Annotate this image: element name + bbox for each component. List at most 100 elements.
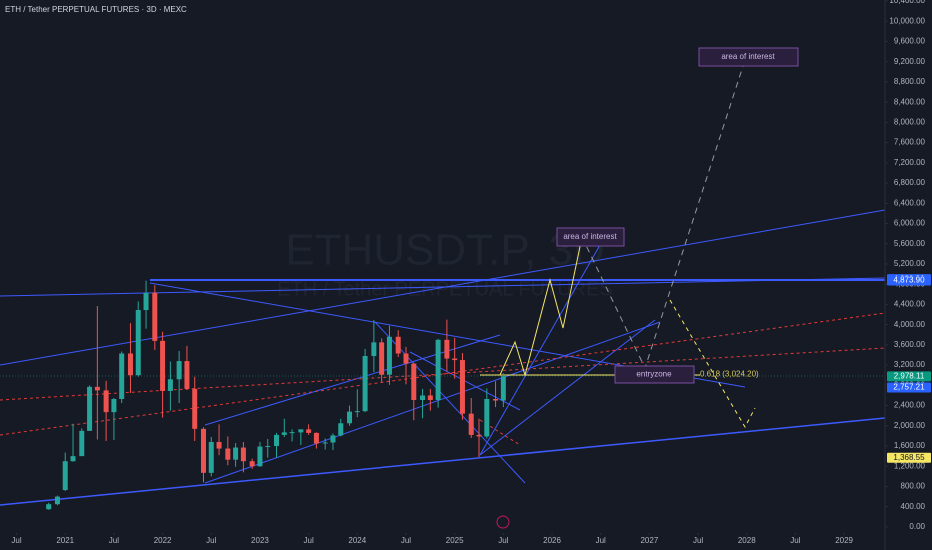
x-tick-label: 2029 — [835, 536, 853, 545]
x-tick-label: 2027 — [640, 536, 658, 545]
candle-body — [240, 447, 246, 462]
candle-body — [403, 353, 409, 364]
y-tick-label: 5,600.00 — [894, 239, 926, 248]
candle-body — [386, 336, 392, 375]
x-tick-label: 2024 — [348, 536, 366, 545]
annotation: area of interest — [721, 52, 775, 61]
price-label: 1,368.55 — [893, 453, 925, 462]
candle-body — [54, 496, 60, 505]
candle-body — [298, 429, 304, 433]
candle-body — [395, 336, 401, 354]
x-tick-label: Jul — [206, 536, 216, 545]
y-tick-label: 2,400.00 — [894, 401, 926, 410]
drawings — [0, 47, 886, 529]
y-tick-label: 9,200.00 — [894, 57, 926, 66]
price-label: 2,757.21 — [893, 383, 925, 392]
candle-body — [70, 456, 76, 462]
dashed-line — [0, 312, 886, 436]
candle-body — [444, 339, 450, 359]
y-tick-label: 10,000.00 — [889, 16, 925, 25]
y-tick-label: 6,000.00 — [894, 219, 926, 228]
price-label-box — [887, 371, 931, 382]
projection-path — [499, 236, 583, 377]
candle-body — [103, 390, 109, 413]
x-tick-label: 2021 — [56, 536, 74, 545]
y-tick-label: 3,600.00 — [894, 340, 926, 349]
candle-body — [362, 356, 368, 412]
y-tick-label: 8,800.00 — [894, 77, 926, 86]
candle-body — [216, 441, 222, 449]
candle-body — [249, 461, 255, 467]
candle-body — [265, 446, 271, 448]
y-tick-label: 800.00 — [901, 482, 926, 491]
y-tick-label: 1,600.00 — [894, 441, 926, 450]
candle-body — [468, 413, 474, 435]
candle-body — [233, 447, 239, 460]
candle-body — [427, 395, 433, 401]
candle-body — [143, 292, 149, 310]
y-tick-label: 6,400.00 — [894, 198, 926, 207]
candle-body — [411, 363, 417, 401]
x-tick-label: Jul — [109, 536, 119, 545]
annotation-box — [698, 47, 799, 67]
watermark-symbol: ETHUSDT.P, 3D — [285, 226, 605, 275]
candle-body — [257, 446, 263, 467]
x-tick-label: 2025 — [446, 536, 464, 545]
projection-path — [669, 299, 756, 429]
price-label-box — [887, 275, 931, 286]
watermark-name: ETH / Tether PERPETUAL FUTURES — [277, 278, 613, 300]
annotation-box — [556, 227, 625, 247]
y-tick-label: 2,000.00 — [894, 421, 926, 430]
watermark: ETHUSDT.P, 3D ETH / Tether PERPETUAL FUT… — [277, 226, 613, 301]
y-tick-label: 10,400.00 — [889, 0, 925, 5]
candle-body — [371, 342, 377, 357]
candle-body — [192, 388, 198, 429]
chart-title: ETH / Tether PERPETUAL FUTURES · 3D · ME… — [5, 5, 187, 14]
y-tick-label: 7,600.00 — [894, 138, 926, 147]
x-tick-label: Jul — [401, 536, 411, 545]
candle-body — [322, 442, 328, 444]
candle-body — [111, 399, 117, 413]
candle-body — [476, 434, 482, 437]
candle-body — [347, 411, 353, 424]
candle-body — [313, 432, 319, 444]
candle-body — [184, 361, 190, 389]
candle-body — [160, 340, 166, 391]
x-tick-label: Jul — [304, 536, 314, 545]
candle-body — [281, 432, 287, 435]
candle-body — [200, 428, 206, 473]
x-tick-label: Jul — [498, 536, 508, 545]
candle-body — [208, 441, 214, 473]
y-tick-label: 400.00 — [901, 502, 926, 511]
x-tick-label: 2023 — [251, 536, 269, 545]
candle-body — [135, 309, 141, 376]
y-tick-label: 4,000.00 — [894, 320, 926, 329]
candle-body — [435, 339, 441, 401]
candle-body — [176, 361, 182, 380]
y-tick-label: 0.00 — [909, 522, 925, 531]
candle-body — [167, 379, 173, 391]
candle-body — [306, 429, 312, 433]
candle-body — [127, 353, 133, 376]
y-tick-label: 7,200.00 — [894, 158, 926, 167]
price-label-box — [887, 452, 931, 463]
y-tick-label: 8,000.00 — [894, 117, 926, 126]
candle-body — [87, 386, 93, 431]
candle-body — [338, 423, 344, 436]
projection-path — [581, 59, 746, 370]
event-icon — [496, 515, 510, 529]
candle-body — [493, 399, 499, 401]
candle-body — [500, 376, 506, 401]
candle-body — [452, 358, 458, 361]
y-tick-label: 5,200.00 — [894, 259, 926, 268]
x-tick-label: Jul — [11, 536, 21, 545]
x-tick-label: 2028 — [738, 536, 756, 545]
x-tick-label: 2026 — [543, 536, 561, 545]
candle-body — [420, 395, 426, 401]
x-tick-label: Jul — [693, 536, 703, 545]
candle-body — [379, 342, 385, 375]
x-tick-label: 2022 — [154, 536, 172, 545]
candle-body — [152, 292, 158, 341]
annotation-box — [614, 365, 695, 384]
